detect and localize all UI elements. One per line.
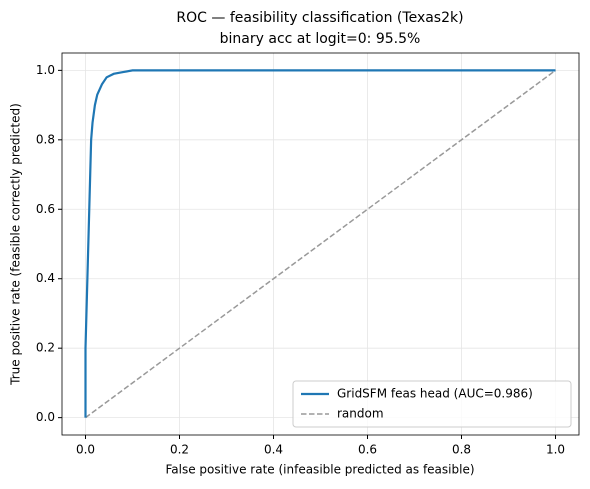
series-line [85, 69, 556, 419]
y-tick-label: 0.0 [36, 410, 55, 424]
x-tick-label: 0.0 [76, 443, 95, 457]
legend-box [292, 380, 572, 428]
legend-label: GridSFM feas head (AUC=0.986) [337, 387, 533, 401]
series-line [84, 69, 556, 418]
y-tick-label: 1.0 [36, 63, 55, 77]
y-axis-label: True positive rate (feasible correctly p… [9, 103, 23, 386]
y-tick-label: 0.6 [36, 202, 55, 216]
y-tick-label: 0.4 [36, 271, 55, 285]
x-axis-label: False positive rate (infeasible predicte… [165, 463, 474, 477]
x-tick-label: 0.2 [170, 443, 189, 457]
y-tick-label: 0.8 [36, 132, 55, 146]
chart-title: ROC — feasibility classification (Texas2… [176, 10, 463, 26]
plot-frame [61, 52, 580, 436]
x-tick-label: 0.8 [452, 443, 471, 457]
legend-label: random [337, 407, 384, 421]
y-tick-label: 0.2 [36, 341, 55, 355]
x-tick-label: 0.4 [264, 443, 283, 457]
x-tick-label: 0.6 [358, 443, 377, 457]
chart-subtitle: binary acc at logit=0: 95.5% [220, 31, 421, 47]
x-tick-label: 1.0 [546, 443, 565, 457]
